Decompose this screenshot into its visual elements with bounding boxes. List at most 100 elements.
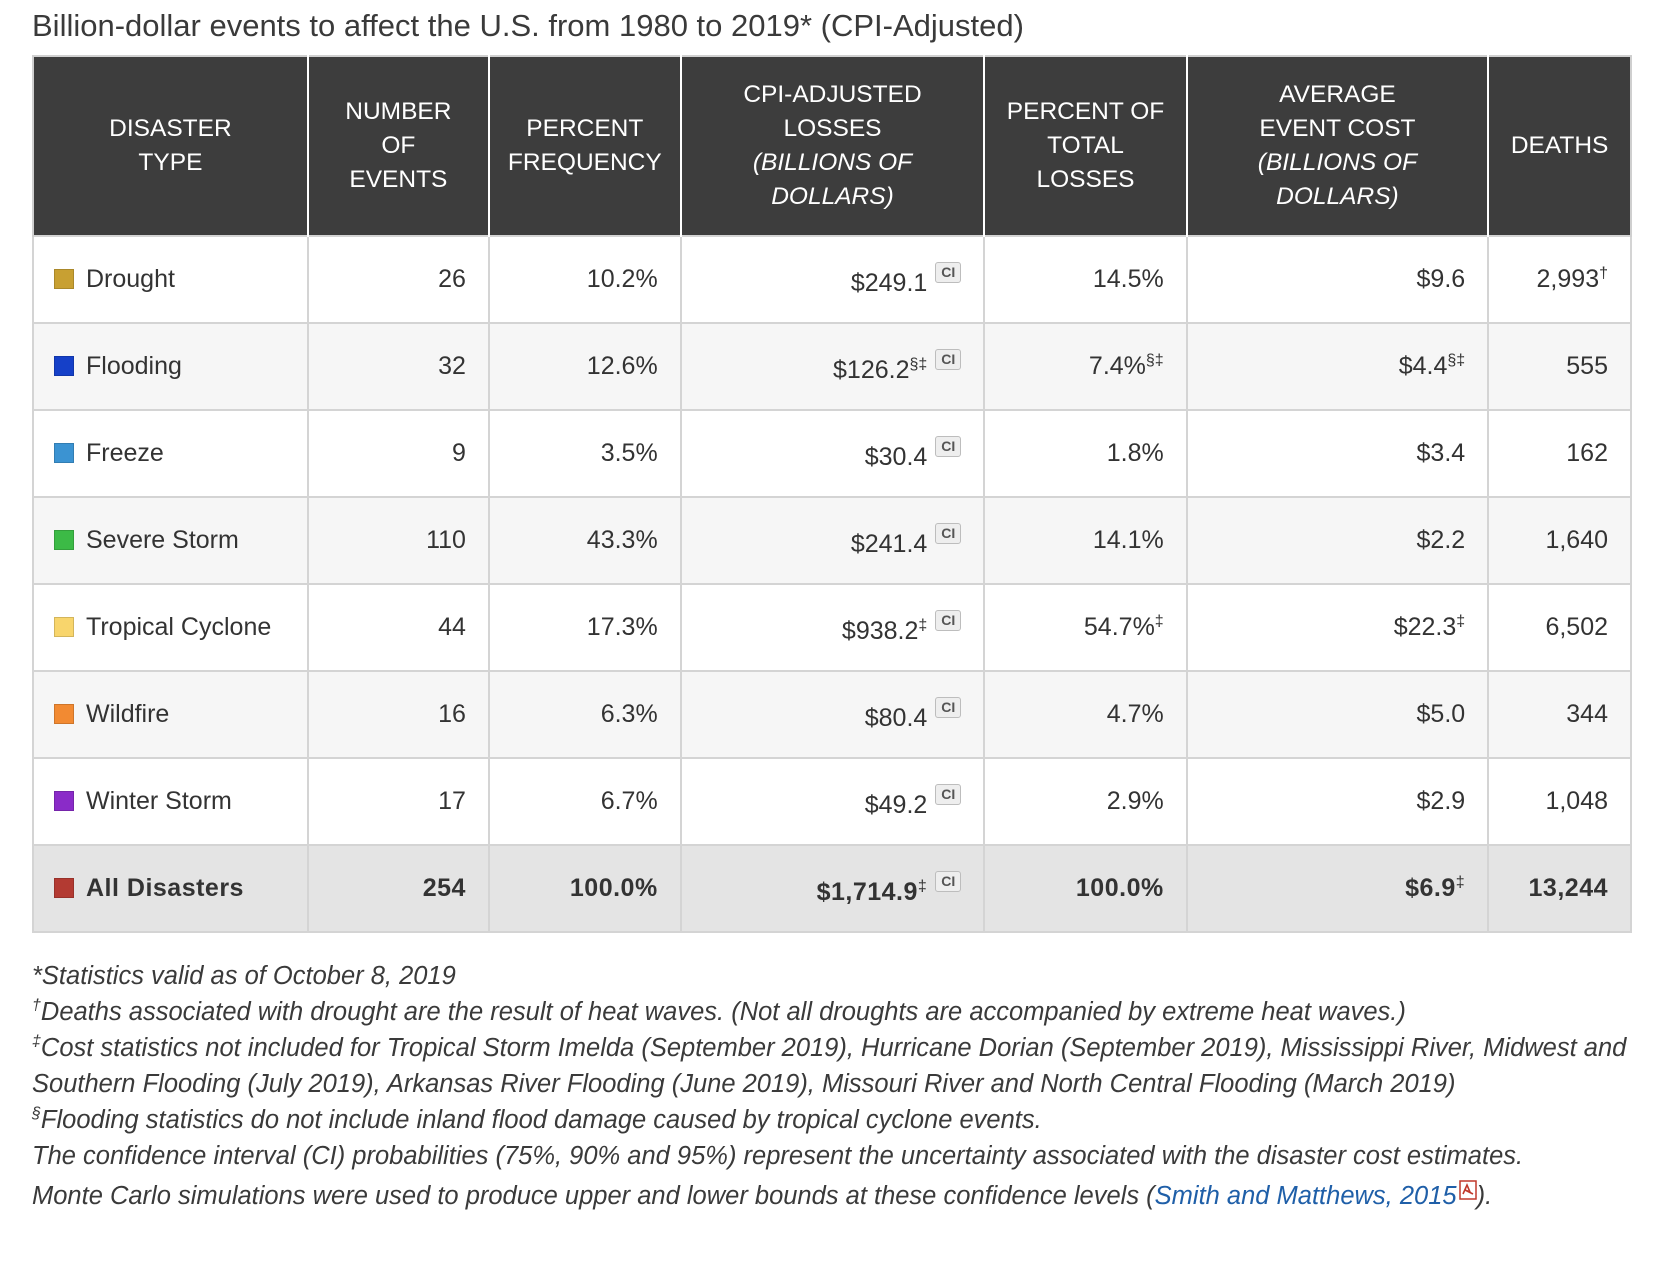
cell-disaster-type: Severe Storm (32, 496, 309, 585)
smith-matthews-2015-link[interactable]: Smith and Matthews, 2015 (1154, 1182, 1457, 1210)
losses-footnote-mark: ‡ (917, 877, 928, 895)
cell-number-of-events: 9 (306, 409, 490, 498)
losses-value: $80.4 (864, 703, 928, 732)
cell-deaths: 1,048 (1487, 757, 1632, 846)
cell-percent-frequency: 12.6% (487, 322, 682, 411)
cell-deaths: 2,993† (1487, 235, 1632, 324)
freeze-color-swatch (54, 443, 74, 463)
ci-button[interactable]: CI (935, 435, 962, 457)
cell-average-event-cost: $22.3‡ (1185, 583, 1490, 672)
average-cost-value: $3.4 (1416, 439, 1466, 467)
header-percent-frequency: PERCENT FREQUENCY (487, 55, 682, 236)
ci-button[interactable]: CI (935, 261, 962, 283)
cell-average-event-cost: $6.9‡ (1185, 844, 1490, 933)
cell-deaths: 6,502 (1487, 583, 1632, 672)
cell-disaster-type: Freeze (32, 409, 309, 498)
header-number-of-events: NUMBER OF EVENTS (306, 55, 490, 236)
disaster-type-label: Winter Storm (86, 787, 232, 815)
ci-button[interactable]: CI (935, 609, 962, 631)
disaster-type-label: Freeze (86, 439, 164, 467)
losses-footnote-mark: ‡ (918, 616, 928, 634)
footnote-confidence-interval: The confidence interval (CI) probabiliti… (32, 1142, 1524, 1170)
cell-number-of-events: 17 (306, 757, 490, 846)
cell-disaster-type: Winter Storm (32, 757, 309, 846)
cell-percent-of-total-losses: 14.5% (983, 235, 1188, 324)
ci-button[interactable]: CI (935, 696, 962, 718)
drought-color-swatch (54, 269, 74, 289)
footnote-dagger: †Deaths associated with drought are the … (32, 997, 1406, 1027)
losses-footnote-mark: §‡ (909, 355, 928, 373)
deaths-value: 1,048 (1545, 787, 1608, 815)
average-cost-value: $2.2 (1416, 526, 1466, 554)
cell-disaster-type: Drought (32, 235, 309, 324)
cell-cpi-adjusted-losses: $30.4 CI (679, 409, 986, 498)
disaster-type-label: Drought (86, 265, 175, 293)
deaths-footnote-mark: † (1599, 265, 1608, 282)
header-disaster-type: DISASTER TYPE (32, 55, 309, 236)
table-row-winter-storm: Winter Storm 17 6.7% $49.2 CI 2.9% $2.9 1,048 (32, 757, 1632, 846)
flooding-color-swatch (54, 356, 74, 376)
cell-deaths: 344 (1487, 670, 1632, 759)
cell-percent-of-total-losses: 54.7%‡ (983, 583, 1188, 672)
losses-value: $249.1 (850, 268, 928, 297)
cell-percent-frequency: 43.3% (487, 496, 682, 585)
table-row-flooding: Flooding 32 12.6% $126.2§‡ CI 7.4%§‡ $4.4§‡ 555 (32, 322, 1632, 411)
page-title: Billion-dollar events to affect the U.S.… (32, 8, 1024, 43)
cell-average-event-cost: $5.0 (1185, 670, 1490, 759)
cell-disaster-type: Wildfire (32, 670, 309, 759)
cell-average-event-cost: $2.2 (1185, 496, 1490, 585)
losses-value: $241.4 (850, 529, 928, 558)
winter-storm-color-swatch (54, 791, 74, 811)
cell-percent-frequency: 3.5% (487, 409, 682, 498)
cell-percent-of-total-losses: 100.0% (983, 844, 1188, 933)
deaths-value: 13,244 (1528, 874, 1608, 902)
header-deaths: DEATHS (1487, 55, 1632, 236)
deaths-value: 2,993 (1536, 265, 1600, 293)
table-row-severe-storm: Severe Storm 110 43.3% $241.4 CI 14.1% $2.2 1,6… (32, 496, 1632, 585)
average-cost-value: $22.3 (1393, 613, 1457, 641)
average-cost-value: $4.4 (1398, 352, 1448, 380)
cell-disaster-type: All Disasters (32, 844, 309, 933)
cell-average-event-cost: $2.9 (1185, 757, 1490, 846)
deaths-value: 1,640 (1545, 526, 1608, 554)
deaths-value: 555 (1566, 352, 1608, 380)
percent-of-total-value: 100.0% (1075, 874, 1164, 902)
cell-deaths: 1,640 (1487, 496, 1632, 585)
header-average-event-cost: AVERAGE EVENT COST (BILLIONS OF DOLLARS) (1185, 55, 1490, 236)
ci-button[interactable]: CI (935, 522, 962, 544)
percent-of-total-value: 4.7% (1106, 700, 1164, 728)
deaths-value: 162 (1566, 439, 1608, 467)
disaster-type-label: Wildfire (86, 700, 170, 728)
average-cost-footnote-mark: §‡ (1447, 352, 1466, 369)
table-body: Drought 26 10.2% $249.1 CI 14.5% $9.6 2,993† Flo… (32, 235, 1632, 933)
cell-average-event-cost: $3.4 (1185, 409, 1490, 498)
cell-percent-of-total-losses: 4.7% (983, 670, 1188, 759)
cell-number-of-events: 16 (306, 670, 490, 759)
ci-button[interactable]: CI (935, 783, 962, 805)
cell-deaths: 555 (1487, 322, 1632, 411)
percent-of-total-value: 54.7% (1083, 613, 1155, 641)
cell-cpi-adjusted-losses: $241.4 CI (679, 496, 986, 585)
percent-of-total-value: 14.1% (1092, 526, 1164, 554)
ci-button[interactable]: CI (935, 348, 962, 370)
disaster-type-label: Flooding (86, 352, 182, 380)
losses-value: $49.2 (864, 790, 928, 819)
average-cost-value: $6.9 (1405, 874, 1456, 902)
header-cpi-adjusted-losses: CPI-ADJUSTED LOSSES (BILLIONS OF DOLLARS) (679, 55, 986, 236)
wildfire-color-swatch (54, 704, 74, 724)
cell-cpi-adjusted-losses: $49.2 CI (679, 757, 986, 846)
tropical-cyclone-color-swatch (54, 617, 74, 637)
cell-disaster-type: Tropical Cyclone (32, 583, 309, 672)
cell-percent-frequency: 17.3% (487, 583, 682, 672)
average-cost-value: $2.9 (1416, 787, 1466, 815)
pdf-icon[interactable] (1458, 1174, 1477, 1210)
ci-button[interactable]: CI (935, 870, 962, 892)
cell-percent-of-total-losses: 1.8% (983, 409, 1188, 498)
disaster-type-label: All Disasters (86, 874, 244, 902)
average-cost-value: $5.0 (1416, 700, 1466, 728)
severe-storm-color-swatch (54, 530, 74, 550)
cell-percent-frequency: 100.0% (487, 844, 682, 933)
average-cost-value: $9.6 (1416, 265, 1466, 293)
cell-disaster-type: Flooding (32, 322, 309, 411)
percent-of-total-value: 2.9% (1106, 787, 1164, 815)
